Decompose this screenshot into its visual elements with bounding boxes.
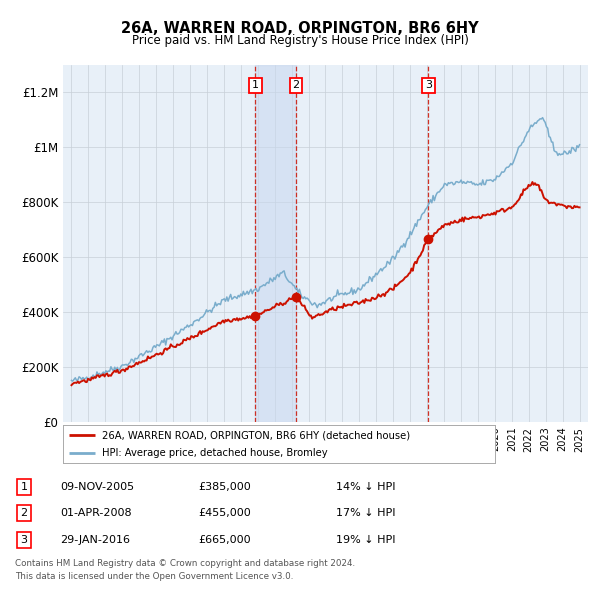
Bar — [256, 65, 296, 422]
Text: This data is licensed under the Open Government Licence v3.0.: This data is licensed under the Open Gov… — [15, 572, 293, 581]
Text: 1: 1 — [20, 482, 28, 491]
Text: 01-APR-2008: 01-APR-2008 — [60, 509, 131, 518]
Text: £455,000: £455,000 — [198, 509, 251, 518]
Text: Contains HM Land Registry data © Crown copyright and database right 2024.: Contains HM Land Registry data © Crown c… — [15, 559, 355, 568]
Text: £385,000: £385,000 — [198, 482, 251, 491]
Text: HPI: Average price, detached house, Bromley: HPI: Average price, detached house, Brom… — [102, 448, 328, 458]
Text: 3: 3 — [20, 535, 28, 545]
Text: 26A, WARREN ROAD, ORPINGTON, BR6 6HY (detached house): 26A, WARREN ROAD, ORPINGTON, BR6 6HY (de… — [102, 430, 410, 440]
Text: 29-JAN-2016: 29-JAN-2016 — [60, 535, 130, 545]
Text: 14% ↓ HPI: 14% ↓ HPI — [336, 482, 395, 491]
Text: 09-NOV-2005: 09-NOV-2005 — [60, 482, 134, 491]
Text: 2: 2 — [20, 509, 28, 518]
Text: 1: 1 — [252, 80, 259, 90]
Text: Price paid vs. HM Land Registry's House Price Index (HPI): Price paid vs. HM Land Registry's House … — [131, 34, 469, 47]
Text: 19% ↓ HPI: 19% ↓ HPI — [336, 535, 395, 545]
Text: £665,000: £665,000 — [198, 535, 251, 545]
Text: 26A, WARREN ROAD, ORPINGTON, BR6 6HY: 26A, WARREN ROAD, ORPINGTON, BR6 6HY — [121, 21, 479, 35]
Text: 2: 2 — [292, 80, 299, 90]
Text: 3: 3 — [425, 80, 432, 90]
Text: 17% ↓ HPI: 17% ↓ HPI — [336, 509, 395, 518]
